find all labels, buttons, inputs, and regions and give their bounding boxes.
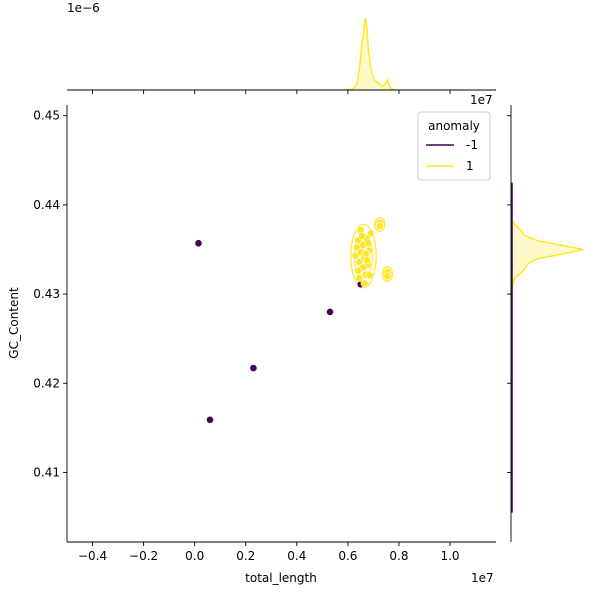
x-tick-label: 0.0 [185, 549, 204, 563]
x-tick-label: −0.2 [129, 549, 158, 563]
legend-label-anomaly: -1 [466, 138, 478, 152]
x-tick-label: 0.2 [236, 549, 255, 563]
top-marginal-plot: 1e−6 [67, 1, 496, 91]
x-axis-ticks: −0.4 −0.2 0.0 0.2 0.4 0.6 0.8 1.0 [78, 90, 460, 563]
x-tick-label: 0.6 [338, 549, 357, 563]
normal-point [364, 239, 373, 248]
y-tick-label: 0.43 [33, 287, 60, 301]
kde-contour [350, 223, 377, 289]
right-marginal-plot: 1e7 [470, 93, 584, 542]
y-offset-label: 1e7 [470, 93, 493, 107]
legend-frame [417, 111, 491, 181]
normal-point [365, 271, 374, 280]
normal-point [361, 250, 370, 258]
normal-point [363, 256, 371, 265]
y-axis-ticks: 0.41 0.42 0.43 0.44 0.45 [33, 109, 511, 479]
scatter-points [194, 218, 392, 424]
kde-contour [381, 266, 394, 282]
top-marginal-offset-label: 1e−6 [67, 1, 100, 15]
top-marginal-density-fill [345, 18, 394, 90]
anomaly-point [206, 415, 214, 424]
normal-point [356, 225, 365, 234]
anomaly-point [194, 239, 203, 248]
anomaly-point [249, 364, 258, 372]
y-tick-label: 0.41 [33, 465, 60, 479]
kde-contour [374, 217, 386, 232]
x-axis-label: total_length [245, 571, 317, 585]
x-tick-label: 1.0 [440, 549, 459, 563]
normal-point [375, 222, 384, 231]
y-tick-label: 0.42 [33, 376, 60, 390]
x-tick-label: 0.4 [287, 549, 306, 563]
normal-point [360, 279, 369, 288]
legend-label-normal: 1 [466, 159, 474, 173]
y-axis-label: GC_Content [7, 287, 21, 359]
anomaly-point [326, 308, 334, 316]
right-marginal-density-line [510, 217, 584, 295]
x-tick-label: −0.4 [78, 549, 107, 563]
normal-point [383, 272, 392, 281]
legend-title: anomaly [428, 119, 480, 133]
y-tick-label: 0.45 [33, 109, 60, 123]
normal-point [358, 232, 366, 240]
normal-point [366, 229, 375, 238]
top-marginal-density-line [345, 17, 395, 91]
main-plot: −0.4 −0.2 0.0 0.2 0.4 0.6 0.8 1.0 0.410.420.430… [7, 90, 511, 585]
normal-point [354, 266, 363, 275]
x-offset-label: 1e7 [471, 571, 494, 585]
y-tick-label: 0.44 [33, 198, 60, 212]
x-tick-label: 0.8 [389, 549, 408, 563]
legend: anomaly -1 1 [417, 111, 491, 181]
